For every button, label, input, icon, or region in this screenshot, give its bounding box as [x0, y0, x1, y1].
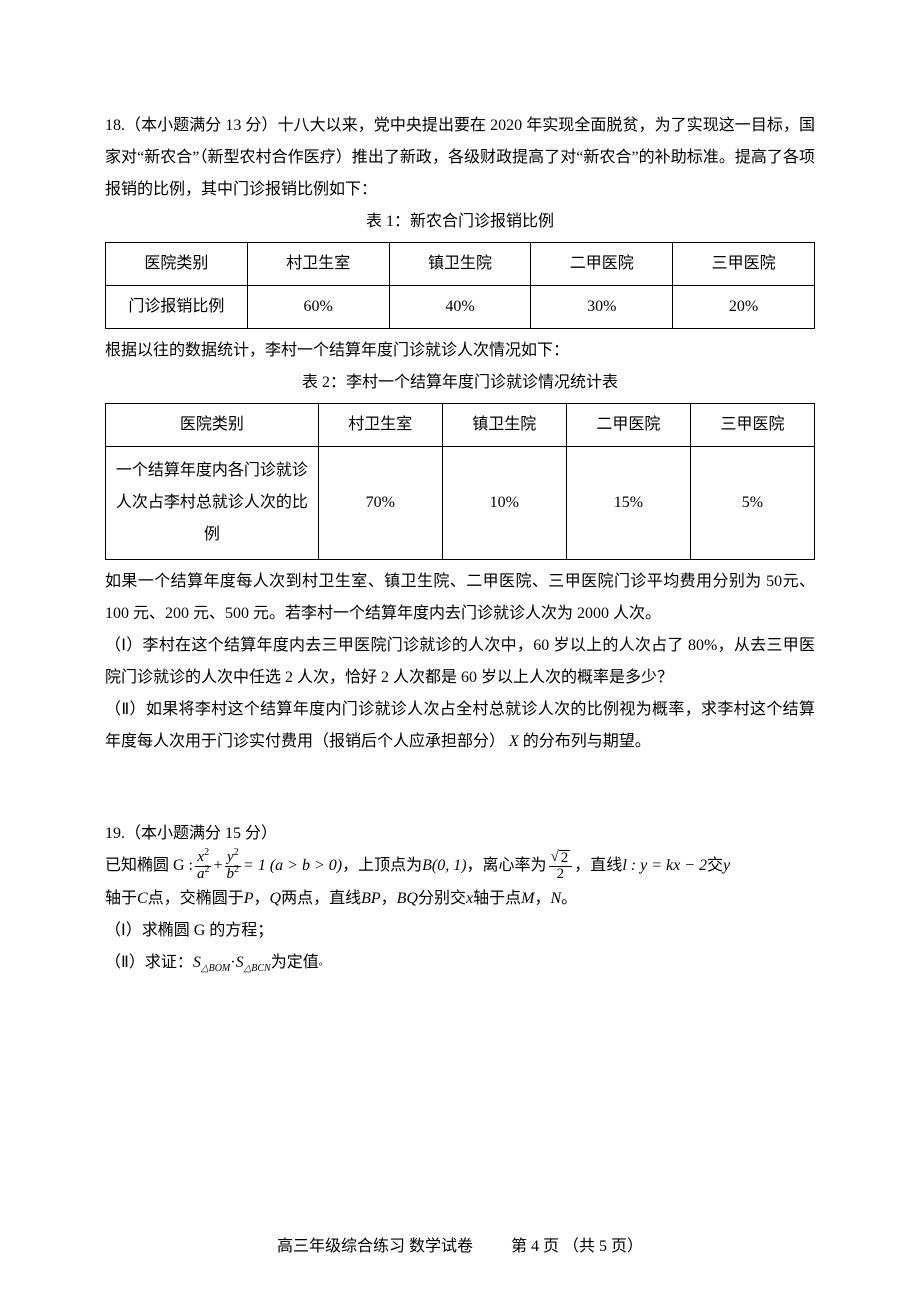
q19-l2f: 。: [561, 883, 577, 915]
q18-heading: 18.（本小题满分 13 分）十八大以来，党中央提出要在 2020 年实现全面脱…: [105, 110, 815, 206]
table2-r0c1: 70%: [318, 447, 442, 560]
M: M: [521, 883, 534, 915]
q18-body3b: 的分布列与期望。: [523, 733, 651, 750]
table1-r0c2: 40%: [389, 286, 531, 329]
frac2-den: b: [227, 866, 235, 882]
table2-caption: 表 2：李村一个结算年度门诊就诊情况统计表: [105, 367, 815, 399]
table1-r0c4: 20%: [673, 286, 815, 329]
BP: BP: [361, 883, 381, 915]
table1-h4: 三甲医院: [673, 243, 815, 286]
table2-r0c0: 一个结算年度内各门诊就诊人次占李村总就诊人次的比例: [106, 447, 319, 560]
table-row: 医院类别 村卫生室 镇卫生院 二甲医院 三甲医院: [106, 404, 815, 447]
q18-body3a: （Ⅱ）如果将李村这个结算年度内门诊就诊人次占全村总就诊人次的比例视为概率，求李村…: [105, 701, 815, 750]
eq1: = 1 (a > b > 0): [243, 850, 342, 882]
table2-h0: 医院类别: [106, 404, 319, 447]
frac1-den: a: [197, 866, 205, 882]
q18-body1: 如果一个结算年度每人次到村卫生室、镇卫生院、二甲医院、三甲医院门诊平均费用分别为…: [105, 566, 815, 630]
table1-h3: 二甲医院: [531, 243, 673, 286]
q18-var-x: X: [509, 733, 519, 750]
S1: S△BOM: [193, 947, 230, 979]
comma1: ，: [253, 883, 269, 915]
q19-l2e: 轴于点: [473, 883, 521, 915]
q19-l1e: 交: [707, 850, 723, 882]
q19-l2a: 轴于: [105, 883, 137, 915]
footer-b: 第 4 页 （共 5 页）: [511, 1238, 643, 1255]
comma3: ，: [534, 883, 550, 915]
frac-ecc: √2 2: [549, 850, 573, 883]
q19-p2a: （Ⅱ）求证：: [105, 947, 193, 979]
q19-part1: （Ⅰ）求椭圆 G 的方程；: [105, 915, 815, 947]
q19-heading: 19.（本小题满分 15 分）: [105, 818, 815, 850]
table-row: 医院类别 村卫生室 镇卫生院 二甲医院 三甲医院: [106, 243, 815, 286]
q19-line1: 已知椭圆 G : x2 a2 + y2 b2 = 1 (a > b > 0) ，…: [105, 850, 815, 883]
table1: 医院类别 村卫生室 镇卫生院 二甲医院 三甲医院 门诊报销比例 60% 40% …: [105, 242, 815, 329]
table1-h0: 医院类别: [106, 243, 248, 286]
BQ: BQ: [397, 883, 418, 915]
footer-a: 高三年级综合练习 数学试卷: [277, 1238, 473, 1255]
q19-l1d: ，直线: [574, 850, 622, 882]
q19-p2b: 为定值: [271, 947, 319, 979]
comma2: ，: [381, 883, 397, 915]
table2-r0c4: 5%: [690, 447, 814, 560]
q18-mid-para: 根据以往的数据统计，李村一个结算年度门诊就诊人次情况如下：: [105, 335, 815, 367]
q19-l2b: 点，交椭圆于: [148, 883, 244, 915]
table-row: 一个结算年度内各门诊就诊人次占李村总就诊人次的比例 70% 10% 15% 5%: [106, 447, 815, 560]
sqrt-arg: 2: [559, 850, 571, 866]
table1-r0c3: 30%: [531, 286, 673, 329]
table2-r0c3: 15%: [566, 447, 690, 560]
axis-y: y: [723, 850, 730, 882]
table2-h4: 三甲医院: [690, 404, 814, 447]
C: C: [137, 883, 148, 915]
axis-x: x: [466, 883, 473, 915]
q19-l2c: 两点，直线: [281, 883, 361, 915]
table-row: 门诊报销比例 60% 40% 30% 20%: [106, 286, 815, 329]
line-l: l : y = kx − 2: [622, 850, 707, 882]
N: N: [550, 883, 561, 915]
spacer: [105, 758, 815, 818]
pointB: B(0, 1): [422, 850, 466, 882]
q19-line2: 轴于 C 点，交椭圆于 P ， Q 两点，直线 BP ， BQ 分别交 x 轴于…: [105, 883, 815, 915]
q18-body3: （Ⅱ）如果将李村这个结算年度内门诊就诊人次占全村总就诊人次的比例视为概率，求李村…: [105, 694, 815, 758]
table2-r0c2: 10%: [442, 447, 566, 560]
plus: +: [214, 850, 223, 882]
S2: S△BCN: [236, 947, 271, 979]
frac-x2a2: x2 a2: [195, 850, 212, 883]
table1-r0c1: 60%: [247, 286, 389, 329]
table2-h2: 镇卫生院: [442, 404, 566, 447]
P: P: [244, 883, 254, 915]
q18-body2: （Ⅰ）李村在这个结算年度内去三甲医院门诊就诊的人次中，60 岁以上的人次占了 8…: [105, 630, 815, 694]
table1-h1: 村卫生室: [247, 243, 389, 286]
q19-l1a: 已知椭圆 G :: [105, 850, 193, 882]
page-footer: 高三年级综合练习 数学试卷 第 4 页 （共 5 页）: [0, 1231, 920, 1263]
table1-r0c0: 门诊报销比例: [106, 286, 248, 329]
table1-h2: 镇卫生院: [389, 243, 531, 286]
table2-h3: 二甲医院: [566, 404, 690, 447]
Q: Q: [270, 883, 282, 915]
q19-l1c: ，离心率为: [467, 850, 547, 882]
frac2-num: y: [227, 849, 234, 865]
table1-caption: 表 1：新农合门诊报销比例: [105, 206, 815, 238]
q19-l1b: ，上顶点为: [342, 850, 422, 882]
q19-part2: （Ⅱ）求证： S△BOM · S△BCN 为定值 。: [105, 947, 815, 979]
ecc-den: 2: [555, 867, 567, 883]
table2: 医院类别 村卫生室 镇卫生院 二甲医院 三甲医院 一个结算年度内各门诊就诊人次占…: [105, 403, 815, 560]
frac-y2b2: y2 b2: [225, 850, 242, 883]
q19-l2d: 分别交: [418, 883, 466, 915]
table2-h1: 村卫生室: [318, 404, 442, 447]
